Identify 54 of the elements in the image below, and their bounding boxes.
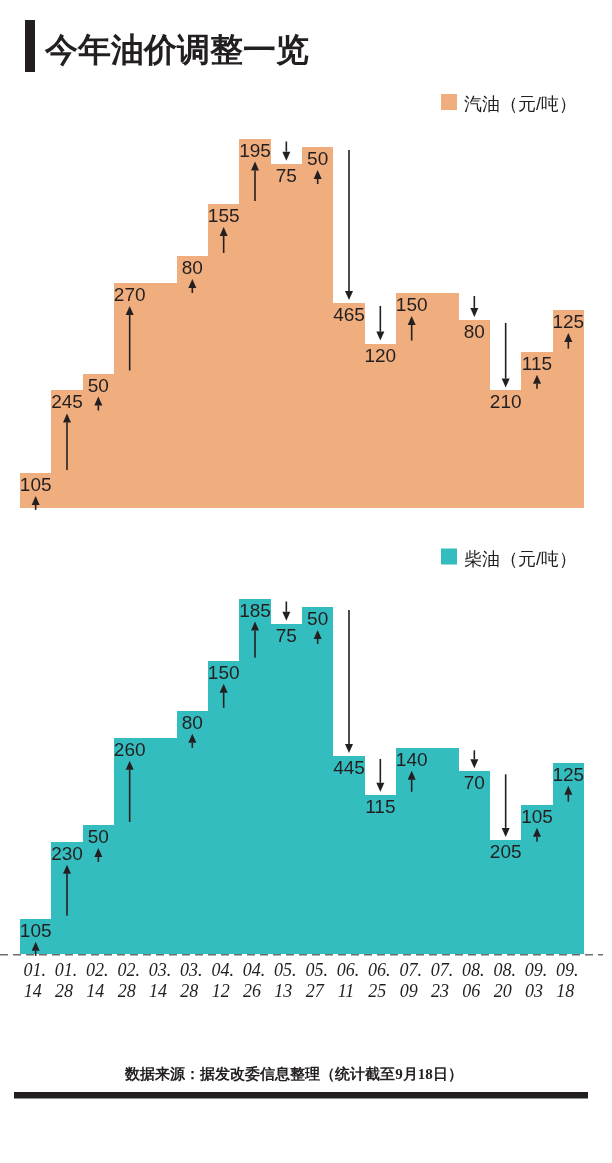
x-tick-label: 08.20 [493, 960, 516, 1001]
annotation: 50 [87, 374, 109, 396]
x-tick-label: 05.13 [274, 960, 297, 1001]
annotation: 150 [207, 661, 240, 683]
annotation: 195 [239, 139, 271, 161]
x-tick-label: 02.28 [117, 960, 140, 1001]
annotation: 125 [552, 310, 585, 332]
x-tick-label: 09.18 [556, 960, 579, 1001]
annotation: 50 [307, 148, 329, 169]
annotation: 115 [365, 795, 396, 817]
x-tick-label: 06.11 [336, 960, 360, 1001]
source-note: 数据来源：据发改委信息整理（统计截至9月18日） [124, 1066, 463, 1082]
annotation: 210 [489, 391, 522, 413]
annotation: 230 [51, 842, 83, 864]
x-tick-label: 08.06 [462, 960, 485, 1001]
annotation: 185 [239, 599, 271, 621]
x-tick-label: 01.14 [23, 960, 46, 1001]
annotation: 120 [364, 344, 397, 366]
x-tick-label: 04.12 [211, 960, 234, 1001]
annotation: 260 [113, 738, 146, 760]
chart-title: 今年油价调整一览 [44, 31, 309, 68]
x-tick-label: 02.14 [86, 960, 109, 1001]
annotation: 80 [463, 320, 485, 342]
annotation: 80 [181, 711, 203, 733]
x-tick-label: 09.03 [524, 960, 548, 1001]
legend-label: 柴油（元/吨） [464, 548, 578, 569]
annotation: 270 [113, 283, 146, 305]
x-tick-label: 06.25 [368, 960, 391, 1001]
annotation: 50 [307, 608, 329, 630]
x-tick-label: 03.14 [148, 960, 172, 1001]
x-tick-label: 05.27 [305, 960, 328, 1001]
x-tick-label: 03.28 [180, 960, 203, 1001]
annotation: 150 [395, 293, 428, 315]
annotation: 245 [51, 391, 83, 413]
annotation: 465 [333, 303, 365, 325]
annotation: 75 [275, 624, 297, 646]
annotation: 155 [207, 204, 240, 226]
annotation: 445 [333, 756, 365, 778]
annotation: 115 [521, 352, 553, 374]
x-tick-label: 01.28 [54, 960, 78, 1001]
x-tick-label: 07.23 [430, 960, 454, 1001]
annotation: 80 [181, 257, 203, 278]
legend-label: 汽油（元/吨） [464, 94, 578, 114]
annotation: 70 [463, 772, 485, 794]
annotation: 75 [275, 164, 297, 186]
annotation: 50 [87, 825, 109, 847]
annotation: 105 [521, 805, 553, 827]
annotation: 140 [395, 748, 428, 770]
x-tick-label: 04.26 [242, 960, 266, 1001]
annotation: 125 [552, 763, 585, 785]
annotation: 205 [489, 840, 522, 862]
x-tick-label: 07.09 [399, 960, 422, 1001]
annotation: 105 [19, 473, 52, 495]
annotation: 105 [19, 919, 52, 941]
